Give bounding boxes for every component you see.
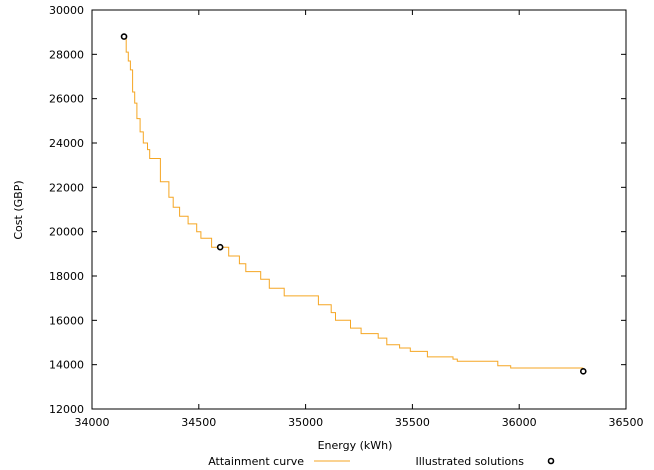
series-layer <box>120 33 587 375</box>
y-tick-label: 22000 <box>49 181 84 194</box>
x-tick-label: 34500 <box>181 416 216 429</box>
y-axis-label: Cost (GBP) <box>12 180 25 239</box>
x-tick-label: 36000 <box>502 416 537 429</box>
attainment-curve-line <box>124 36 584 369</box>
y-tick-label: 24000 <box>49 137 84 150</box>
y-tick-label: 16000 <box>49 314 84 327</box>
y-tick-label: 12000 <box>49 403 84 416</box>
x-axis-label: Energy (kWh) <box>318 439 393 452</box>
y-tick-label: 20000 <box>49 226 84 239</box>
x-tick-label: 35500 <box>395 416 430 429</box>
legend-label-illustrated-solutions: Illustrated solutions <box>416 455 525 468</box>
x-tick-label: 34000 <box>75 416 110 429</box>
x-tick-label: 36500 <box>609 416 644 429</box>
y-tick-label: 28000 <box>49 48 84 61</box>
y-tick-label: 26000 <box>49 93 84 106</box>
legend-marker-illustrated-solutions <box>547 457 555 465</box>
x-axis-ticks: 34000 34500 35000 35500 36000 36500 <box>75 10 644 429</box>
solution-point <box>216 243 224 251</box>
legend-label-attainment-curve: Attainment curve <box>208 455 304 468</box>
y-tick-label: 18000 <box>49 270 84 283</box>
plot-area <box>91 9 627 410</box>
y-tick-label: 30000 <box>49 4 84 17</box>
legend: Attainment curve Illustrated solutions <box>208 455 555 468</box>
x-tick-label: 35000 <box>288 416 323 429</box>
solution-point <box>579 368 587 375</box>
y-axis-ticks: 12000 14000 16000 18000 20000 22000 24000 26000… <box>49 4 626 416</box>
y-tick-label: 14000 <box>49 359 84 372</box>
solution-point <box>120 33 128 40</box>
